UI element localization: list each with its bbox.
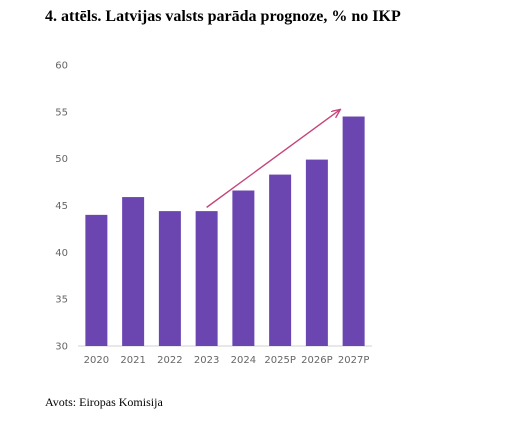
y-tick-label: 35 [55, 295, 68, 306]
y-tick-label: 45 [55, 201, 68, 212]
y-axis: 30 35 40 45 50 55 60 [55, 61, 68, 353]
y-tick-label: 40 [55, 248, 68, 259]
bar-2025P [269, 174, 292, 346]
y-tick-label: 55 [55, 107, 68, 118]
bar-2020 [85, 214, 108, 346]
x-tick-label: 2020 [84, 355, 109, 366]
bar-2021 [122, 197, 145, 346]
x-tick-label: 2024 [231, 355, 256, 366]
source-note: Avots: Eiropas Komisija [45, 395, 163, 409]
bar-2026P [305, 159, 328, 346]
trend-arrow [206, 110, 340, 208]
x-tick-label: 2026P [301, 355, 332, 366]
bar-2027P [342, 116, 365, 347]
bar-chart: 30 35 40 45 50 55 60 2020 2021 2022 2023 2024 2025P… [55, 61, 372, 366]
x-tick-label: 2023 [194, 355, 219, 366]
bar-2024 [232, 190, 255, 346]
y-tick-label: 60 [55, 61, 68, 72]
bars [85, 116, 365, 347]
y-tick-label: 50 [55, 154, 68, 165]
bar-2022 [158, 211, 181, 346]
x-tick-label: 2022 [157, 355, 182, 366]
figure-title: 4. attēls. Latvijas valsts parāda progno… [45, 8, 401, 25]
x-tick-label: 2025P [264, 355, 295, 366]
x-tick-label: 2021 [120, 355, 145, 366]
y-tick-label: 30 [55, 342, 68, 353]
bar-2023 [195, 211, 218, 346]
x-axis: 2020 2021 2022 2023 2024 2025P 2026P 2027P [84, 355, 370, 366]
x-tick-label: 2027P [338, 355, 369, 366]
